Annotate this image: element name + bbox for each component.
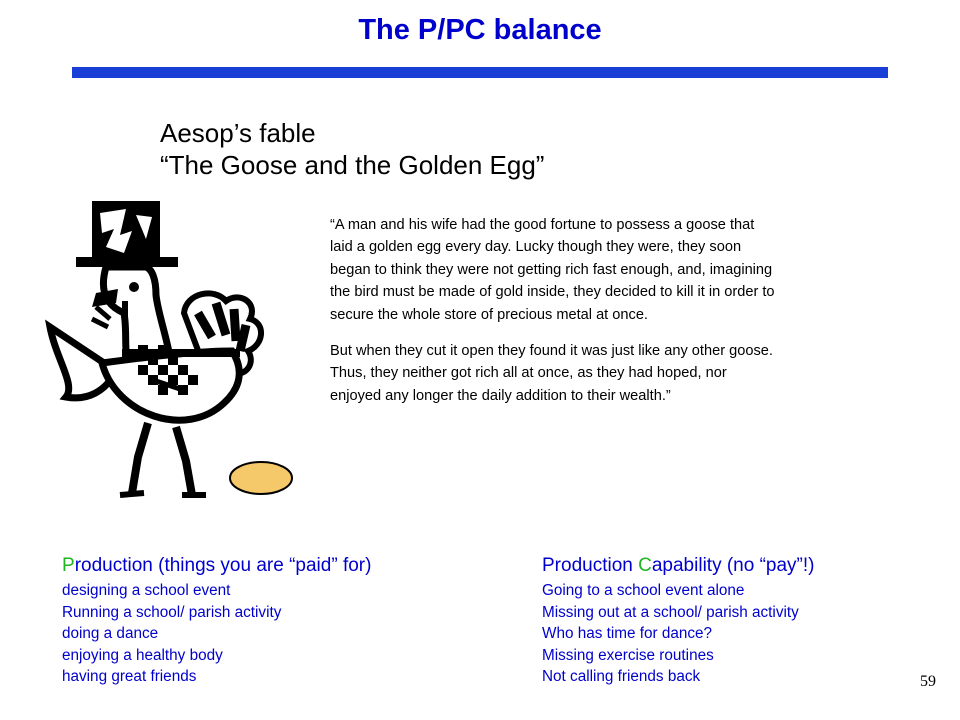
fable-heading: Aesop’s fable “The Goose and the Golden … bbox=[160, 117, 544, 181]
list-item: Missing out at a school/ parish activity bbox=[542, 603, 799, 621]
list-item: enjoying a healthy body bbox=[62, 646, 223, 664]
production-heading: Production (things you are “paid” for) bbox=[62, 554, 371, 577]
production-capability-column: Production Capability (no “pay”!) Going … bbox=[542, 554, 814, 688]
list-item: doing a dance bbox=[62, 625, 159, 642]
production-capability-heading-initial: C bbox=[638, 555, 652, 576]
fable-paragraph-1: “A man and his wife had the good fortune… bbox=[330, 217, 775, 323]
goose-legs-icon bbox=[128, 421, 196, 496]
fable-text: “A man and his wife had the good fortune… bbox=[330, 214, 775, 407]
production-capability-heading-rest: apability (no “pay”!) bbox=[651, 555, 815, 576]
list-item: Going to a school event alone bbox=[542, 582, 745, 599]
list-item: having great friends bbox=[62, 668, 197, 685]
golden-egg-icon bbox=[229, 461, 293, 495]
production-heading-rest: roduction (things you are “paid” for) bbox=[74, 555, 372, 576]
slide-title: The P/PC balance bbox=[358, 14, 602, 46]
list-item: Who has time for dance? bbox=[542, 625, 713, 642]
fable-heading-line2: “The Goose and the Golden Egg” bbox=[160, 150, 545, 180]
production-list: designing a school event Running a schoo… bbox=[62, 580, 371, 688]
list-item: designing a school event bbox=[62, 582, 231, 599]
production-capability-heading-p: Production bbox=[542, 555, 639, 576]
production-capability-heading: Production Capability (no “pay”!) bbox=[542, 554, 814, 577]
goose-with-top-hat-icon bbox=[45, 201, 293, 498]
production-heading-initial: P bbox=[62, 555, 75, 576]
fable-paragraph-2: But when they cut it open they found it … bbox=[330, 343, 773, 404]
list-item: Missing exercise routines bbox=[542, 646, 714, 664]
list-item: Not calling friends back bbox=[542, 668, 701, 685]
production-column: Production (things you are “paid” for) d… bbox=[62, 554, 371, 688]
top-hat-icon bbox=[76, 201, 178, 267]
fable-heading-line1: Aesop’s fable bbox=[160, 118, 316, 148]
list-item: Running a school/ parish activity bbox=[62, 603, 282, 621]
page-number: 59 bbox=[920, 673, 936, 690]
production-capability-list: Going to a school event alone Missing ou… bbox=[542, 580, 814, 688]
title-underline-bar bbox=[72, 67, 888, 78]
